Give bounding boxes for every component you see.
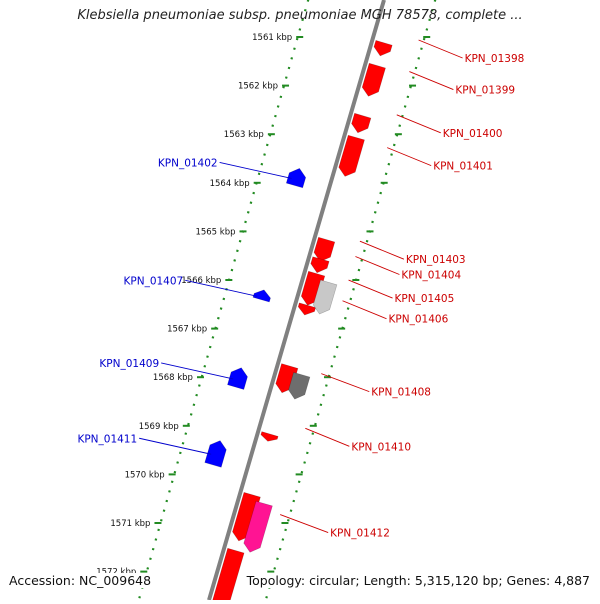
gene-arrow[interactable] [312, 279, 338, 315]
gene-label[interactable]: KPN_01405 [395, 293, 455, 305]
gene-label[interactable]: KPN_01406 [389, 314, 449, 326]
gene-label-leader [387, 147, 432, 167]
accession-text: Accession: NC_009648 [9, 573, 152, 588]
gene-label-leader [359, 240, 405, 260]
scale-tick-label: 1562 kbp [238, 82, 278, 92]
gene-label-leader [396, 114, 441, 134]
scale-tick-label: 1571 kbp [110, 519, 150, 529]
gene-label[interactable]: KPN_01404 [401, 270, 461, 282]
gene-label-leader [161, 362, 234, 380]
gene-label[interactable]: KPN_01408 [371, 387, 431, 399]
scale-tick-label: 1572 kbp [96, 568, 136, 578]
scale-ticks: 1561 kbp 1562 kbp 1563 kbp 1564 kbp 1565 kbp… [96, 0, 437, 604]
gene-label-leader [280, 514, 329, 533]
gene-label[interactable]: KPN_01401 [433, 161, 493, 173]
gene-arrow[interactable] [373, 40, 393, 57]
gene-arrow[interactable] [252, 289, 271, 303]
gene-features [204, 40, 393, 604]
gene-arrow[interactable] [297, 302, 316, 316]
gene-label[interactable]: KPN_01407 [124, 275, 184, 287]
scale-tick-label: 1569 kbp [139, 422, 179, 432]
gene-label-leader [342, 300, 387, 320]
gene-label-leader [305, 427, 350, 447]
gene-arrow[interactable] [212, 547, 245, 604]
scale-tick-label: 1566 kbp [181, 276, 221, 286]
scale-line-left [136, 0, 310, 604]
gene-label-leader [139, 437, 212, 455]
gene-label[interactable]: KPN_01411 [77, 433, 137, 445]
scale-tick-label: 1568 kbp [153, 373, 193, 383]
gene-labels: KPN_01398 KPN_01399 KPN_01400 KPN_01401 KPN_… [77, 39, 525, 540]
gene-label[interactable]: KPN_01399 [455, 85, 515, 97]
scale-tick-label: 1570 kbp [125, 470, 165, 480]
gene-arrow[interactable] [260, 431, 279, 442]
gene-label[interactable]: KPN_01403 [406, 254, 466, 266]
scale-tick-label: 1567 kbp [167, 325, 207, 335]
genome-summary-text: Topology: circular; Length: 5,315,120 bp… [246, 573, 590, 588]
gene-label-leader [185, 279, 258, 297]
gene-arrow[interactable] [338, 134, 365, 177]
gene-label[interactable]: KPN_01398 [465, 53, 525, 65]
gene-label[interactable]: KPN_01400 [443, 128, 503, 140]
gene-label[interactable]: KPN_01412 [330, 528, 390, 540]
scale-tick-label: 1561 kbp [252, 33, 292, 43]
gene-label[interactable]: KPN_01402 [158, 157, 218, 169]
gene-label-leader [355, 256, 400, 275]
gene-label-leader [348, 279, 393, 299]
gene-arrow[interactable] [361, 62, 386, 97]
gene-label[interactable]: KPN_01409 [99, 358, 159, 370]
gene-arrow[interactable] [288, 372, 311, 400]
gene-label[interactable]: KPN_01410 [351, 441, 411, 453]
gene-label-leader [409, 71, 454, 90]
gene-arrow[interactable] [204, 440, 227, 468]
gene-arrow[interactable] [285, 168, 307, 189]
gene-arrow[interactable] [227, 367, 248, 390]
scale-tick-label: 1565 kbp [195, 227, 235, 237]
sequence-backbone [207, 0, 386, 601]
gene-label-leader [418, 39, 463, 59]
gene-label-leader [219, 162, 292, 179]
backbone [207, 0, 386, 601]
gene-arrow[interactable] [351, 112, 372, 134]
gene-arrow[interactable] [310, 256, 330, 274]
gene-label-leader [321, 373, 370, 393]
gene-arrow[interactable] [243, 500, 273, 553]
scale-tick-label: 1563 kbp [224, 130, 264, 140]
gene-arrow[interactable] [313, 236, 336, 262]
scale-tick-label: 1564 kbp [210, 179, 250, 189]
map-title: Klebsiella pneumoniae subsp. pneumoniae … [77, 8, 523, 23]
